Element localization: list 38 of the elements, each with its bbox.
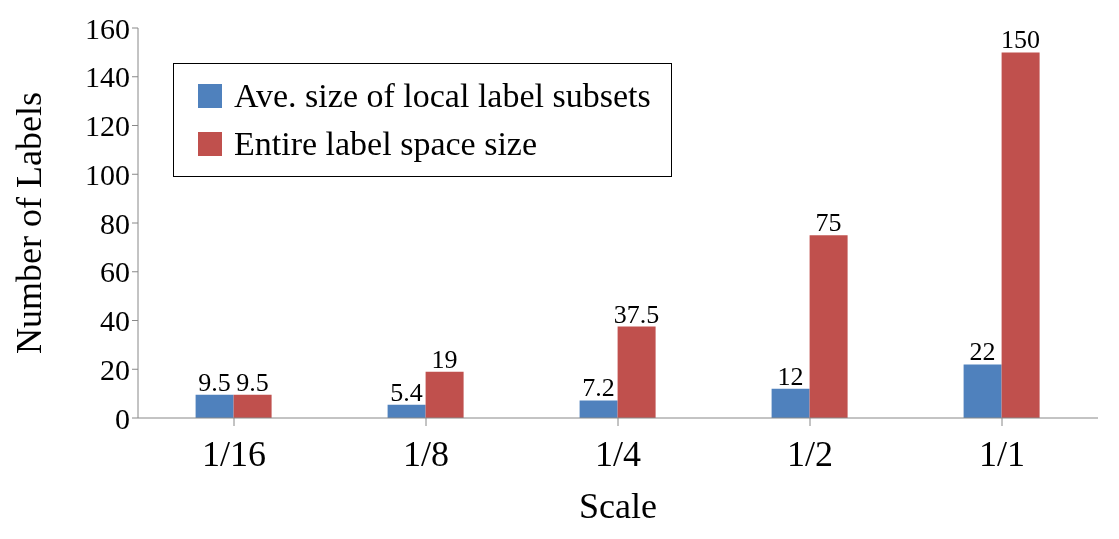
y-tick-label: 60 bbox=[100, 255, 130, 289]
y-tick-label: 80 bbox=[100, 206, 130, 240]
legend-label: Ave. size of local label subsets bbox=[234, 76, 651, 116]
data-label: 22 bbox=[969, 337, 996, 367]
bar bbox=[771, 388, 810, 418]
y-tick-label: 40 bbox=[100, 304, 130, 338]
bar bbox=[579, 400, 618, 418]
bar bbox=[387, 404, 426, 418]
x-tick-label: 1/8 bbox=[402, 433, 450, 474]
bar bbox=[425, 371, 464, 418]
y-tick-label: 140 bbox=[85, 60, 130, 94]
bar bbox=[233, 394, 272, 418]
legend-label: Entire label space size bbox=[234, 124, 538, 164]
data-label: 9.5 bbox=[198, 367, 231, 397]
bar bbox=[963, 364, 1002, 418]
bar bbox=[617, 326, 656, 418]
x-tick-label: 1/2 bbox=[786, 433, 834, 474]
x-tick-label: 1/4 bbox=[594, 433, 642, 474]
bar bbox=[809, 235, 848, 418]
bar bbox=[1001, 52, 1040, 418]
data-label: 7.2 bbox=[582, 373, 615, 403]
y-tick-label: 0 bbox=[115, 401, 130, 435]
x-tick-label: 1/16 bbox=[201, 433, 267, 474]
x-tick-label: 1/1 bbox=[978, 433, 1026, 474]
y-tick-label: 160 bbox=[85, 11, 130, 45]
y-tick-label: 120 bbox=[85, 109, 130, 143]
y-tick-label: 100 bbox=[85, 157, 130, 191]
data-label: 75 bbox=[815, 208, 842, 238]
data-label: 9.5 bbox=[236, 367, 269, 397]
data-label: 37.5 bbox=[613, 299, 660, 329]
data-label: 19 bbox=[431, 344, 458, 374]
y-axis-title: Number of Labels bbox=[8, 92, 49, 354]
bar bbox=[195, 394, 234, 418]
data-label: 5.4 bbox=[390, 377, 423, 407]
data-label: 12 bbox=[777, 361, 804, 391]
y-tick-label: 20 bbox=[100, 352, 130, 386]
data-label: 150 bbox=[1001, 25, 1041, 55]
x-axis-title: Scale bbox=[579, 486, 657, 526]
